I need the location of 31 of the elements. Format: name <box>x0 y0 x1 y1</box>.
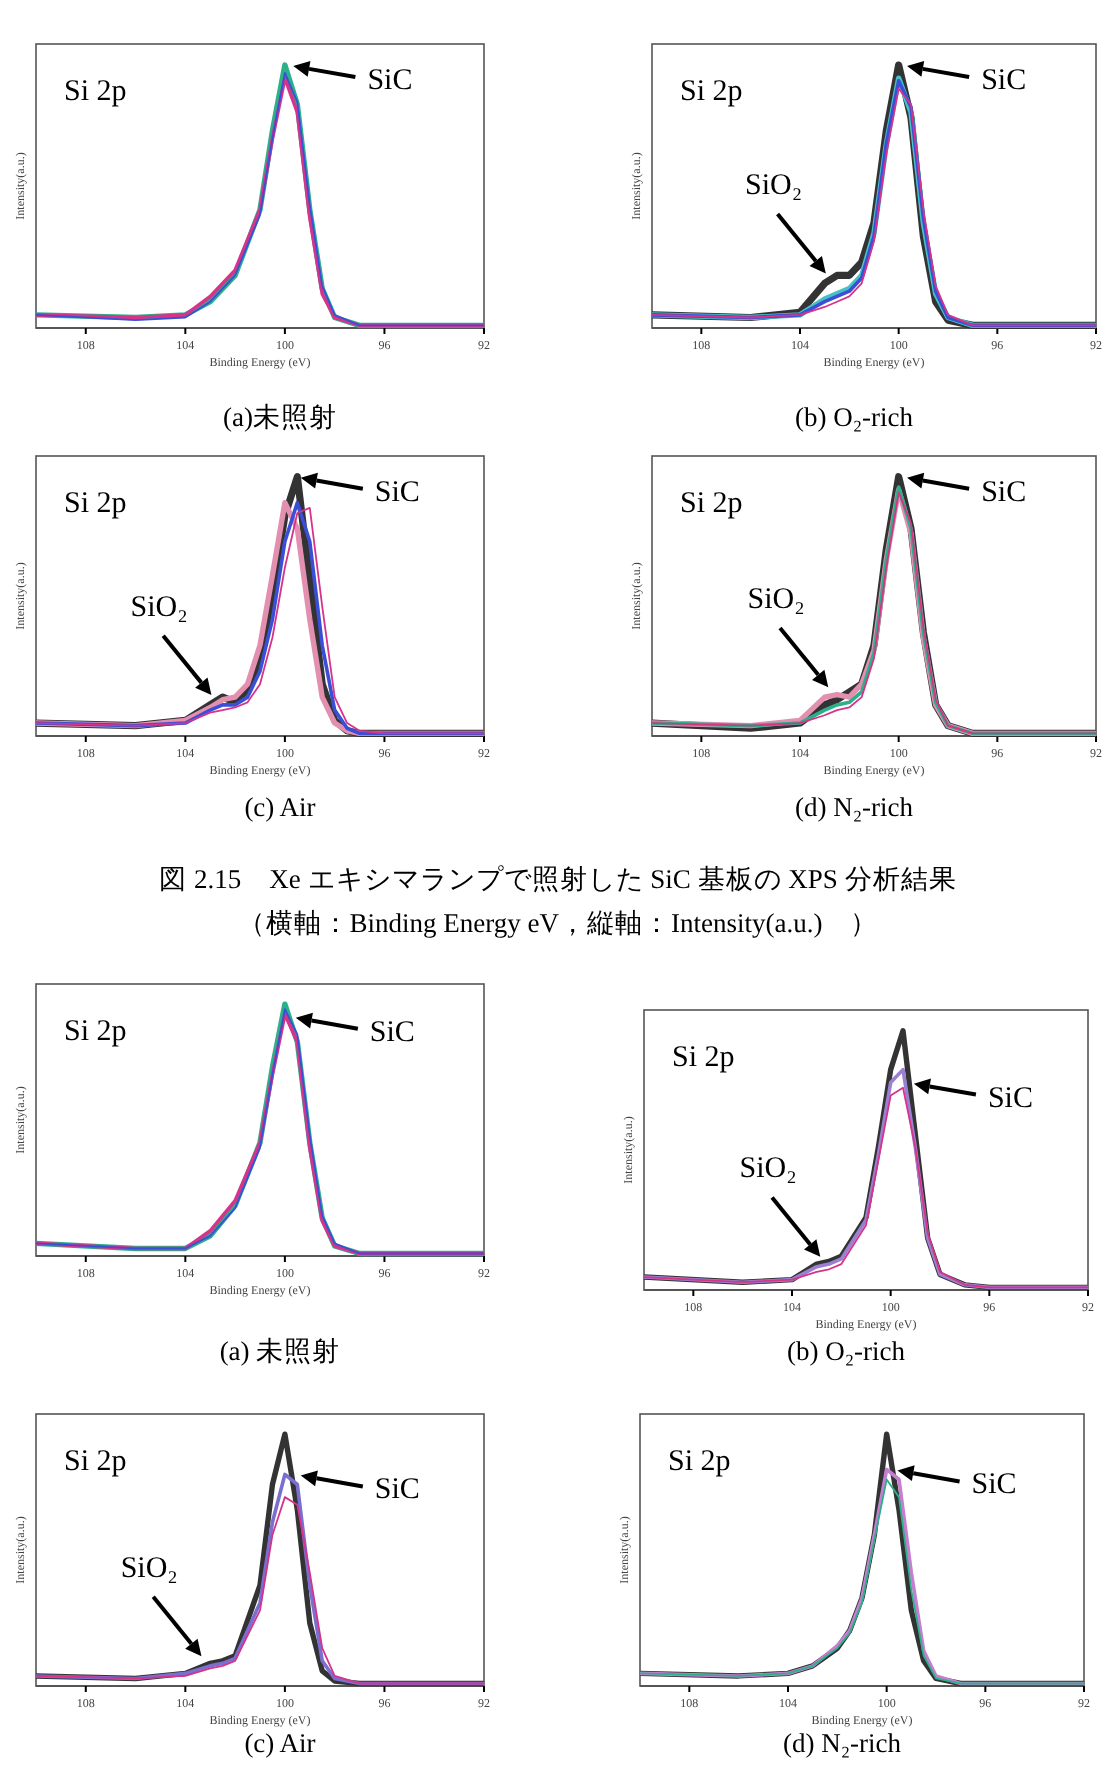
text: (d) N₂-rich <box>794 792 914 822</box>
text: （横軸：Binding Energy eV，縦軸：Intensity(a.u.) ） <box>237 908 879 938</box>
annotation: Si 2p <box>64 1446 127 1478</box>
annotation: SiO₂ <box>120 1552 178 1585</box>
annotation: SiO₂ <box>747 583 805 616</box>
annotation: SiC <box>367 65 413 98</box>
text: (b) O₂-rich <box>786 1336 906 1366</box>
text: (a) 未照射 <box>219 1336 341 1366</box>
annotation: Si 2p <box>680 488 743 520</box>
text: (c) Air <box>244 1728 317 1758</box>
text: (b) O₂-rich <box>794 402 914 432</box>
annotation: Si 2p <box>64 488 127 520</box>
annotation: Si 2p <box>64 1016 127 1048</box>
annotation: Si 2p <box>672 1042 735 1074</box>
annotation: Si 2p <box>680 76 743 108</box>
caption: 図 2.15 Xe エキシマランプで照射した SiC 基板の XPS 分析結果 <box>159 864 957 894</box>
text: (d) N₂-rich <box>782 1728 902 1758</box>
annotation: SiC <box>374 1474 420 1507</box>
text: (a)未照射 <box>223 402 337 432</box>
annotation: SiO₂ <box>739 1153 797 1186</box>
annotation: Si 2p <box>668 1446 731 1478</box>
annotation: SiC <box>369 1016 415 1049</box>
annotation: SiC <box>981 476 1027 509</box>
annotation: SiC <box>981 65 1027 98</box>
annotation: SiC <box>374 476 420 509</box>
annotation: Si 2p <box>64 76 127 108</box>
annotation: SiO₂ <box>130 591 188 624</box>
annotation: SiO₂ <box>745 170 803 203</box>
annotation: SiC <box>971 1469 1017 1502</box>
annotation: SiC <box>987 1082 1033 1115</box>
text: (c) Air <box>244 792 317 822</box>
